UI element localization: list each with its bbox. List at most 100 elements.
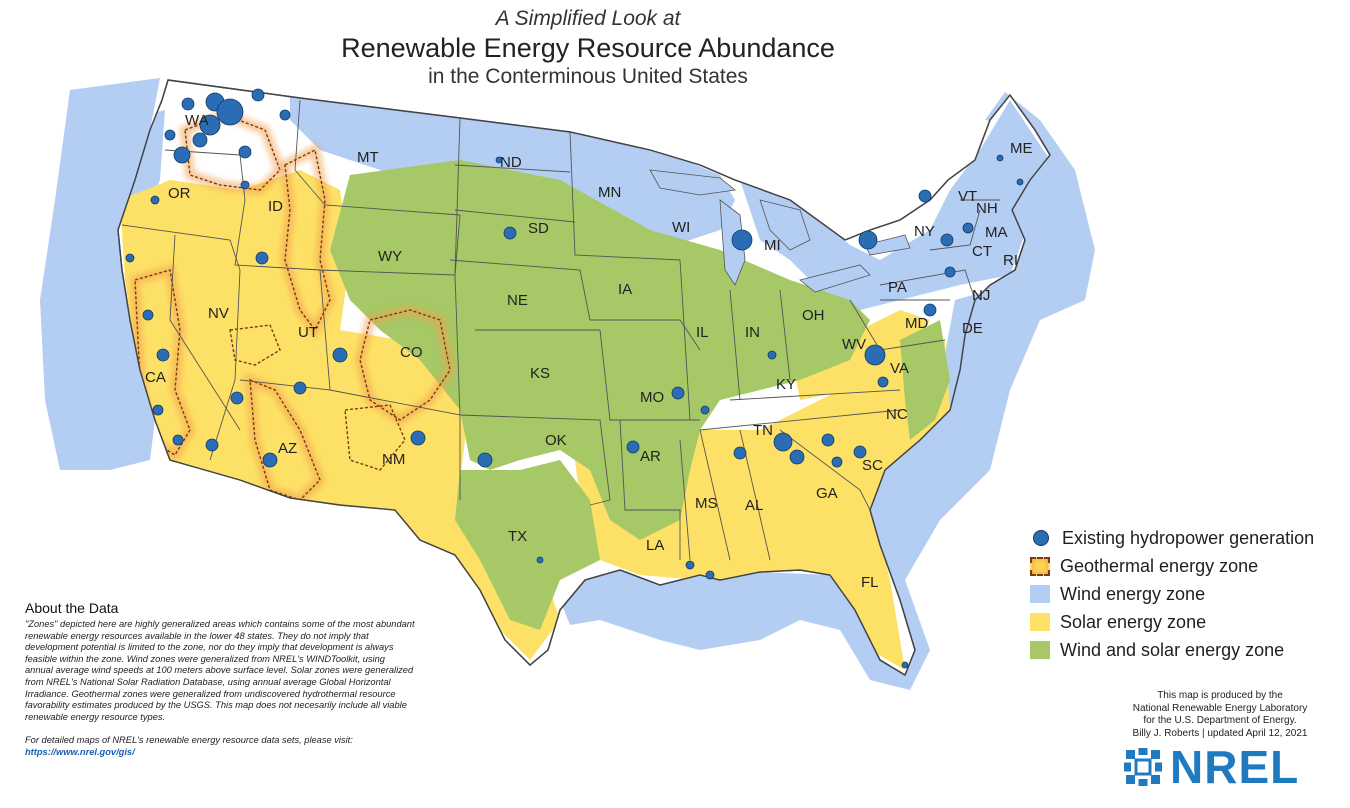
- state-label-ms: MS: [695, 495, 718, 512]
- state-label-co: CO: [400, 344, 423, 361]
- hydro-site: [918, 189, 932, 203]
- hydro-site: [150, 195, 160, 205]
- state-label-id: ID: [268, 198, 283, 215]
- hydro-site: [685, 560, 695, 570]
- hydro-site: [495, 156, 503, 164]
- title-line-3: in the Conterminous United States: [428, 65, 748, 88]
- hydro-site: [853, 445, 867, 459]
- state-label-ca: CA: [145, 369, 166, 386]
- hydro-site: [216, 98, 244, 126]
- map-title: A Simplified Look at Renewable Energy Re…: [0, 6, 1176, 90]
- state-label-pa: PA: [888, 279, 907, 296]
- offshore-wind-zones: [40, 78, 1095, 690]
- state-label-az: AZ: [278, 440, 297, 457]
- title-line-2: Renewable Energy Resource Abundance: [341, 33, 835, 63]
- legend-item-geothermal: Geothermal energy zone: [1030, 552, 1340, 580]
- hydro-site: [181, 97, 195, 111]
- state-label-sc: SC: [862, 457, 883, 474]
- map-credits: This map is produced by the National Ren…: [1100, 690, 1340, 740]
- legend-item-wind: Wind energy zone: [1030, 580, 1340, 608]
- state-label-ky: KY: [776, 376, 796, 393]
- state-label-oh: OH: [802, 307, 825, 324]
- hydro-site: [255, 251, 269, 265]
- state-label-wv: WV: [842, 336, 866, 353]
- solar-swatch-icon: [1030, 613, 1050, 631]
- hydro-site: [821, 433, 835, 447]
- about-link-note: For detailed maps of NREL's renewable en…: [25, 735, 353, 746]
- hydro-site: [156, 348, 170, 362]
- hydro-site: [503, 226, 517, 240]
- credits-line-2: National Renewable Energy Laboratory: [1132, 702, 1308, 714]
- legend-item-wind-and-solar: Wind and solar energy zone: [1030, 636, 1340, 664]
- hydro-site: [700, 405, 710, 415]
- hydro-site: [767, 350, 777, 360]
- state-label-ks: KS: [530, 365, 550, 382]
- legend-label: Geothermal energy zone: [1060, 555, 1259, 576]
- hydro-site: [332, 347, 348, 363]
- state-label-nc: NC: [886, 406, 908, 423]
- nrel-wordmark: NREL: [1170, 741, 1300, 793]
- hydro-site: [626, 440, 640, 454]
- state-label-wa: WA: [185, 112, 209, 129]
- state-label-nd: ND: [500, 154, 522, 171]
- state-label-ct: CT: [972, 243, 992, 260]
- hydro-site: [858, 230, 878, 250]
- hydro-site: [142, 309, 154, 321]
- hydro-site: [173, 146, 191, 164]
- hydro-site: [125, 253, 135, 263]
- state-label-ma: MA: [985, 224, 1008, 241]
- nrel-sunburst-icon: [1124, 748, 1162, 786]
- nrel-logo: NREL: [1122, 744, 1299, 790]
- state-label-al: AL: [745, 497, 763, 514]
- state-label-ny: NY: [914, 223, 935, 240]
- hydro-site: [477, 452, 493, 468]
- hydro-site: [773, 432, 793, 452]
- hydro-site: [831, 456, 843, 468]
- legend-item-solar: Solar energy zone: [1030, 608, 1340, 636]
- hydro-site: [671, 386, 685, 400]
- state-label-mt: MT: [357, 149, 379, 166]
- nrel-gis-link[interactable]: https://www.nrel.gov/gis/: [25, 746, 135, 757]
- state-label-fl: FL: [861, 574, 879, 591]
- state-label-ok: OK: [545, 432, 567, 449]
- great-lakes: [649, 169, 911, 293]
- geothermal-swatch-icon: [1030, 556, 1050, 576]
- state-label-mo: MO: [640, 389, 664, 406]
- hydro-site: [864, 344, 886, 366]
- hydro-site: [279, 109, 291, 121]
- state-label-tn: TN: [753, 422, 773, 439]
- hydro-site: [962, 222, 974, 234]
- hydro-site: [240, 180, 250, 190]
- hydro-site: [1016, 178, 1024, 186]
- legend-label: Solar energy zone: [1060, 611, 1207, 632]
- hydro-site: [789, 449, 805, 465]
- legend-item-hydropower: Existing hydropower generation: [1030, 524, 1340, 552]
- state-label-in: IN: [745, 324, 760, 341]
- hydro-site: [923, 303, 937, 317]
- hydro-site: [536, 556, 544, 564]
- state-boundaries: [121, 99, 1000, 561]
- hydro-site: [705, 570, 715, 580]
- map-legend: Existing hydropower generation Geotherma…: [1030, 524, 1340, 664]
- legend-label: Existing hydropower generation: [1062, 527, 1315, 548]
- hydro-site: [996, 154, 1004, 162]
- hydro-site: [152, 404, 164, 416]
- state-label-ri: RI: [1003, 252, 1018, 269]
- title-line-1: A Simplified Look at: [495, 7, 681, 30]
- hydro-site: [172, 434, 184, 446]
- state-label-nh: NH: [976, 200, 998, 217]
- state-labels: WA OR CA NV ID MT WY UT AZ CO NM ND SD NE KS OK TX MN IA MO…: [145, 112, 1033, 591]
- credits-line-1: This map is produced by the: [1157, 690, 1283, 701]
- state-label-me: ME: [1010, 140, 1033, 157]
- hydro-site: [293, 381, 307, 395]
- credits-line-4: Billy J. Roberts | updated April 12, 202…: [1132, 727, 1308, 739]
- hydro-site: [251, 88, 265, 102]
- hydro-dot-icon: [1033, 530, 1049, 546]
- state-label-ga: GA: [816, 485, 838, 502]
- wind-swatch-icon: [1030, 585, 1050, 603]
- hydro-site: [733, 446, 747, 460]
- state-label-ar: AR: [640, 448, 661, 465]
- state-label-or: OR: [168, 185, 191, 202]
- state-label-wy: WY: [378, 248, 402, 265]
- about-heading: About the Data: [25, 600, 119, 616]
